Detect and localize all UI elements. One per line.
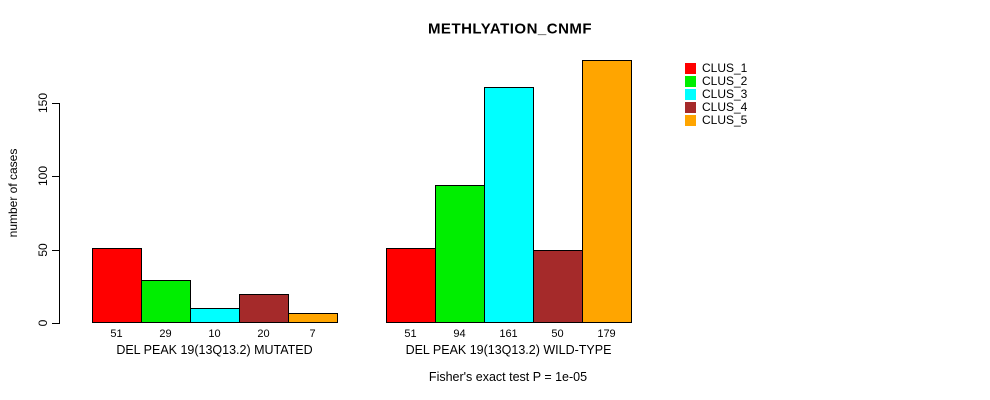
legend-swatch-clus_3	[685, 89, 696, 100]
legend-swatch-clus_2	[685, 76, 696, 87]
bar-value-label: 20	[257, 328, 270, 340]
chart-title: METHLYATION_CNMF	[427, 20, 593, 38]
legend-label: CLUS_3	[702, 87, 748, 101]
bar-clus_5-group2	[582, 60, 632, 323]
x-group-label: DEL PEAK 19(13Q13.2) WILD-TYPE	[405, 343, 612, 357]
bar-clus_4-group1	[239, 294, 289, 323]
legend-label: CLUS_4	[702, 100, 748, 114]
legend-entry-clus_1: CLUS_1	[685, 62, 747, 75]
bar-clus_1-group1	[92, 248, 142, 323]
bar-value-label: 51	[404, 328, 417, 340]
bar-clus_5-group1	[288, 313, 338, 323]
y-tick-label: 150	[36, 92, 50, 114]
legend-swatch-clus_1	[685, 63, 696, 74]
bar-value-label: 50	[551, 328, 564, 340]
legend-entry-clus_2: CLUS_2	[685, 75, 747, 88]
y-tick-mark	[52, 103, 59, 104]
bar-clus_3-group1	[190, 308, 240, 323]
bar-clus_2-group2	[435, 185, 485, 323]
y-tick-mark	[52, 323, 59, 324]
y-tick-label: 0	[36, 319, 50, 327]
bar-clus_3-group2	[484, 87, 534, 323]
y-axis-line	[59, 103, 60, 324]
y-tick-label: 50	[36, 242, 50, 257]
legend-label: CLUS_5	[702, 113, 748, 127]
legend-entry-clus_5: CLUS_5	[685, 114, 747, 127]
y-tick-label: 100	[36, 166, 50, 187]
legend-swatch-clus_5	[685, 115, 696, 126]
bar-value-label: 7	[309, 328, 316, 340]
bar-value-label: 29	[159, 328, 172, 340]
bar-value-label: 10	[208, 328, 221, 340]
bar-value-label: 161	[499, 328, 518, 340]
y-axis-title: number of cases	[6, 148, 20, 238]
fisher-test-annotation: Fisher's exact test P = 1e-05	[428, 370, 588, 384]
legend: CLUS_1 CLUS_2 CLUS_3 CLUS_4 CLUS_5	[685, 62, 747, 127]
legend-swatch-clus_4	[685, 102, 696, 113]
bar-value-label: 51	[110, 328, 123, 340]
legend-label: CLUS_1	[702, 61, 748, 75]
bar-clus_1-group2	[386, 248, 436, 323]
bar-clus_2-group1	[141, 280, 191, 323]
y-tick-mark	[52, 249, 59, 251]
legend-label: CLUS_2	[702, 74, 748, 88]
bar-value-label: 179	[597, 328, 616, 340]
x-group-label: DEL PEAK 19(13Q13.2) MUTATED	[116, 343, 313, 357]
legend-entry-clus_4: CLUS_4	[685, 101, 747, 114]
bar-value-label: 94	[453, 328, 466, 340]
y-tick-mark	[52, 176, 59, 178]
legend-entry-clus_3: CLUS_3	[685, 88, 747, 101]
bar-clus_4-group2	[533, 250, 583, 323]
